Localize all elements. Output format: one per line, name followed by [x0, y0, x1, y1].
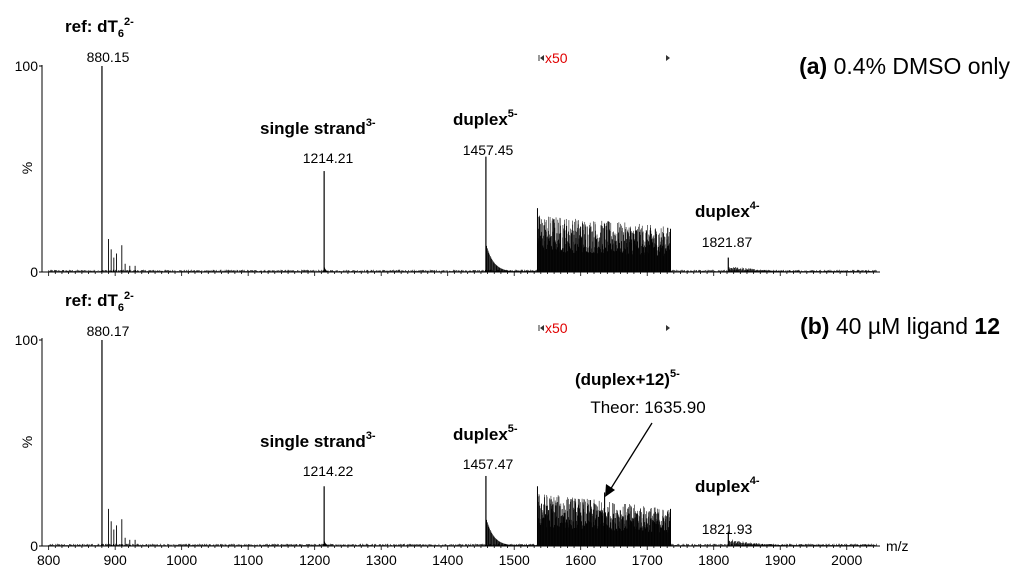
panel-a-title: (a) 0.4% DMSO only	[799, 53, 1010, 79]
x-axis-unit-label: m/z	[886, 538, 909, 554]
x-tick-label-2000: 2000	[831, 552, 862, 568]
panel-a-d4-label: duplex	[695, 202, 750, 221]
panel-a-spectrum	[48, 66, 877, 272]
panel-a-ss-sup: 3-	[366, 117, 376, 129]
complex-label: (duplex+12)	[575, 370, 670, 389]
panel-b-peak-label-880: 880.17	[87, 323, 130, 339]
x-tick-label-1900: 1900	[765, 552, 796, 568]
panel-b-ref-label: ref: dT	[65, 291, 119, 310]
panel-b-peak-label-1214: 1214.22	[303, 463, 354, 479]
panel-b-spectrum	[48, 340, 877, 546]
x-tick-label-1100: 1100	[233, 552, 263, 568]
x-tick-label-1400: 1400	[432, 552, 463, 568]
complex-arrow-line	[609, 422, 653, 491]
panel-b-single-strand-annotation: single strand3-	[260, 430, 376, 451]
panel-b-zoom-left-arrow	[540, 325, 544, 331]
panel-a-peak-label-1214: 1214.21	[303, 150, 354, 166]
x-tick-label-800: 800	[37, 552, 61, 568]
panel-a-d5-sup: 5-	[508, 108, 518, 120]
panel-b: 100 % 0 800 900 1000 1100 1200 1300 1400 1500 16…	[15, 290, 1000, 568]
panel-a-title-label: (a)	[799, 53, 827, 79]
panel-a-zoom-marker: x50	[538, 50, 670, 66]
x-tick-label-1500: 1500	[499, 552, 530, 568]
panel-a-title-text: 0.4% DMSO only	[834, 53, 1011, 79]
panel-b-zoom-right-arrow	[666, 325, 670, 331]
panel-a-ss-label: single strand	[260, 119, 366, 138]
panel-b-d4-sup: 4-	[750, 475, 760, 487]
panel-b-title-ligand: 12	[974, 313, 1000, 339]
panel-b-duplex4-annotation: duplex4-	[695, 475, 760, 496]
panel-b-ss-label: single strand	[260, 432, 366, 451]
panel-b-zoom-label: x50	[545, 320, 568, 336]
panel-a-y-tick-percent: %	[19, 162, 35, 174]
panel-a-minor-ticks	[48, 272, 874, 276]
panel-b-ss-sup: 3-	[366, 430, 376, 442]
complex-annotation: (duplex+12)5-	[575, 368, 680, 389]
panel-a-zoom-right-arrow	[666, 55, 670, 61]
panel-a-peak-label-880: 880.15	[87, 49, 130, 65]
panel-a-peak-label-1457: 1457.45	[463, 142, 514, 158]
panel-a-d4-sup: 4-	[750, 200, 760, 212]
panel-b-zoom-marker: x50	[538, 320, 670, 336]
x-tick-label-1800: 1800	[698, 552, 729, 568]
panel-b-d5-label: duplex	[453, 425, 508, 444]
panel-b-y-tick-percent: %	[19, 436, 35, 448]
panel-a-d5-label: duplex	[453, 110, 508, 129]
panel-b-title-text: 40 µM ligand	[836, 313, 968, 339]
x-tick-label-1700: 1700	[632, 552, 663, 568]
panel-b-d5-sup: 5-	[508, 423, 518, 435]
panel-b-title-label: (b)	[800, 313, 829, 339]
panel-a-single-strand-annotation: single strand3-	[260, 117, 376, 138]
panel-b-title: (b) 40 µM ligand 12	[800, 313, 1000, 339]
panel-a: 100 % 0 (a) 0.4% DMSO only x50 ref: dT62…	[15, 16, 1011, 280]
panel-a-zoom-label: x50	[545, 50, 568, 66]
panel-b-peak-label-1457: 1457.47	[463, 456, 514, 472]
complex-arrow-head	[605, 484, 615, 497]
x-tick-label-1000: 1000	[166, 552, 197, 568]
panel-a-zoom-left-arrow	[540, 55, 544, 61]
panel-a-y-tick-0: 0	[30, 264, 38, 280]
complex-theoretical-mass: Theor: 1635.90	[590, 398, 705, 417]
panel-b-minor-ticks	[48, 546, 874, 550]
panel-b-ref-sub: 6	[118, 302, 124, 314]
panel-a-ref-sub: 6	[118, 28, 124, 40]
x-tick-label-1600: 1600	[565, 552, 596, 568]
panel-b-y-tick-100: 100	[15, 332, 39, 348]
x-tick-label-1300: 1300	[366, 552, 397, 568]
panel-a-duplex4-annotation: duplex4-	[695, 200, 760, 221]
panel-a-ref-label: ref: dT	[65, 17, 119, 36]
panel-a-ref-sup: 2-	[124, 16, 134, 28]
x-tick-label-1200: 1200	[299, 552, 330, 568]
complex-sup: 5-	[670, 368, 680, 380]
panel-b-y-tick-0: 0	[30, 538, 38, 554]
panel-b-duplex5-annotation: duplex5-	[453, 423, 518, 444]
panel-b-d4-label: duplex	[695, 477, 750, 496]
panel-b-x-tick-labels: 800 900 1000 1100 1200 1300 1400 1500 1600 1700 18…	[37, 552, 863, 568]
panel-a-peak-label-1821: 1821.87	[702, 234, 753, 250]
panel-b-peak-label-1821: 1821.93	[702, 521, 753, 537]
panel-a-ref-annotation: ref: dT62-	[65, 16, 134, 40]
panel-a-duplex5-annotation: duplex5-	[453, 108, 518, 129]
panel-a-y-tick-100: 100	[15, 58, 39, 74]
panel-b-ref-sup: 2-	[124, 290, 134, 302]
x-tick-label-900: 900	[103, 552, 127, 568]
panel-b-ref-annotation: ref: dT62-	[65, 290, 134, 314]
